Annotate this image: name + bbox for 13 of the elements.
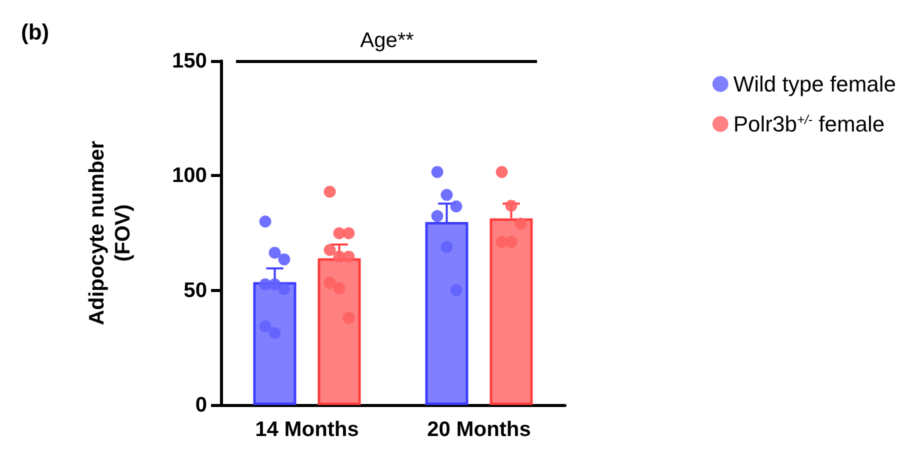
x-tick-label: 14 Months (255, 418, 359, 441)
y-tick-label: 150 (172, 50, 207, 72)
bar (318, 258, 361, 405)
y-axis-title: Adipocyte number (FOV) (86, 140, 134, 326)
bar (253, 282, 296, 405)
y-tick-label: 0 (195, 394, 207, 416)
y-tick-label: 100 (172, 164, 207, 188)
text: (b) (21, 20, 50, 44)
text: Age** (360, 29, 414, 52)
legend-label: Polr3b+/- female (733, 112, 885, 136)
y-tick-label: 50 (184, 278, 207, 302)
legend-label: Wild type female (733, 72, 896, 96)
x-tick-label: 20 Months (427, 418, 531, 441)
